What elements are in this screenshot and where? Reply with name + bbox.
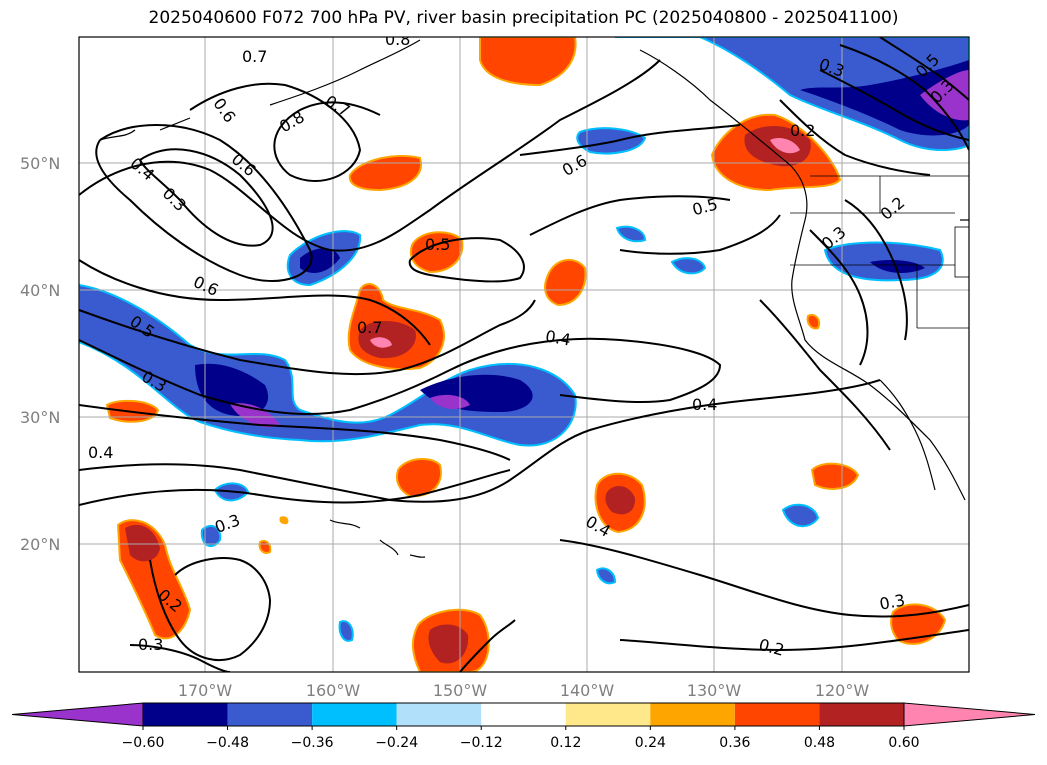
colorbar-tick-label: 0.60 <box>888 735 919 751</box>
pos-anomaly-155w <box>410 231 464 274</box>
colorbar-extend-low <box>11 702 144 727</box>
pos-anomaly-158w <box>348 154 422 192</box>
neg-anomaly-north-bc <box>615 37 969 151</box>
colorbar-box <box>227 703 313 726</box>
lat-tick-label: 20°N <box>20 535 60 554</box>
colorbar-tick-label: −0.60 <box>122 735 165 751</box>
contour-label: 0.4 <box>544 326 572 349</box>
pos-anomaly-139w-core <box>605 486 636 515</box>
colorbar-extend-high <box>903 702 1036 727</box>
pv-contours <box>79 37 969 672</box>
pos-anomaly-157w-peak <box>370 337 392 348</box>
colorbar-tick-label: 0.12 <box>550 735 581 751</box>
neg-anomaly-sm-5 <box>781 503 820 528</box>
pos-anomaly-west-sw-core <box>125 524 160 562</box>
neg-anomaly-purple-west <box>230 403 280 428</box>
lon-tick-label: 170°W <box>178 681 233 700</box>
colorbar-tick-label: −0.24 <box>375 735 418 751</box>
neg-anomaly-145w <box>576 127 647 155</box>
neg-anomaly-160w-core <box>300 248 340 273</box>
neg-anomaly-sm-6 <box>595 567 617 585</box>
neg-anomaly-great-basin-core <box>870 260 925 273</box>
lat-tick-label: 40°N <box>20 281 60 300</box>
neg-anomaly-core-west <box>195 363 269 416</box>
contour-label: 0.4 <box>88 443 113 462</box>
neg-anomaly-north-purple <box>920 70 969 121</box>
colorbar-tick-label: −0.12 <box>460 735 503 751</box>
colorbar-tick-label: 0.48 <box>804 735 835 751</box>
neg-anomaly-sm-4 <box>200 524 222 548</box>
colorbar-box <box>734 703 820 726</box>
contour-label: 0.8 <box>385 30 410 49</box>
neg-anomaly-sm-1 <box>670 257 707 275</box>
coastlines <box>99 39 969 558</box>
colorbar-tick-label: 0.36 <box>719 735 750 751</box>
colorbar-box <box>396 703 482 726</box>
neg-anomaly-sm-7 <box>338 620 354 642</box>
lon-tick-label: 150°W <box>433 681 488 700</box>
lat-tick-label: 50°N <box>20 154 60 173</box>
contour-label: 0.7 <box>357 318 382 337</box>
lon-tick-label: 120°W <box>815 681 870 700</box>
pos-anomaly-123w <box>810 462 860 490</box>
colorbar-box <box>650 703 735 726</box>
pos-anomaly-142w <box>544 259 587 307</box>
pos-anomaly-north-center <box>479 37 577 87</box>
lat-tick-labels: 50°N 40°N 30°N 20°N <box>20 154 60 554</box>
contour-label: 0.4 <box>692 395 717 414</box>
lat-tick-label: 30°N <box>20 408 60 427</box>
contour-label: 0.2 <box>790 121 815 140</box>
contour-label: 0.7 <box>242 47 267 66</box>
pos-anomaly-sm-1 <box>258 539 272 554</box>
colorbar-box <box>481 703 566 726</box>
neg-anomaly-north-core <box>800 60 969 136</box>
colorbar-tick-label: −0.36 <box>291 735 334 751</box>
lon-tick-label: 140°W <box>560 681 615 700</box>
contour-label: 0.3 <box>878 590 906 613</box>
lon-tick-label: 130°W <box>687 681 742 700</box>
map-frame <box>78 36 970 673</box>
neg-anomaly-sm-2 <box>615 225 647 243</box>
contour-label: 0.5 <box>425 235 450 254</box>
colorbar-box <box>819 703 904 726</box>
lon-tick-label: 160°W <box>306 681 361 700</box>
colorbar-tick-label: −0.48 <box>206 735 249 751</box>
political-borders <box>790 175 969 329</box>
colorbar-box <box>565 703 651 726</box>
pos-anomaly-153w-26n <box>395 458 442 498</box>
map-title: 2025040600 F072 700 hPa PV, river basin … <box>148 8 899 28</box>
colorbar-outline <box>142 702 905 727</box>
pos-anomaly-sm-2 <box>279 516 289 525</box>
contour-label: 0.3 <box>138 635 163 654</box>
pos-anomaly-seattle-peak <box>770 138 800 154</box>
colorbar: −0.60 −0.48 −0.36 −0.24 −0.12 0.12 0.24 0.36 0.4… <box>11 702 1036 751</box>
lon-tick-labels: 170°W 160°W 150°W 140°W 130°W 120°W <box>178 681 870 700</box>
colorbar-box <box>312 703 397 726</box>
colorbar-box <box>143 703 228 726</box>
pos-anomaly-114w <box>890 603 947 645</box>
pos-anomaly-150w-core <box>428 624 469 664</box>
colorbar-tick-label: 0.24 <box>635 735 666 751</box>
gridlines <box>79 37 969 672</box>
pos-anomaly-sm-3 <box>806 314 821 330</box>
